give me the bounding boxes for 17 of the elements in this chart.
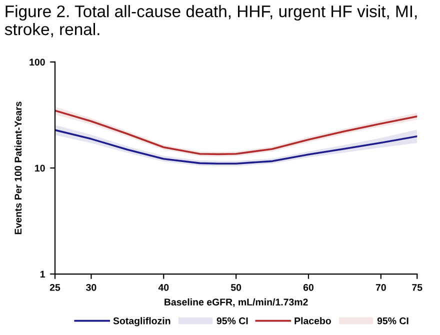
- text: 95% CI: [377, 317, 408, 324]
- y-tick-label: 1: [40, 270, 46, 278]
- x-tick-label: 70: [376, 284, 386, 291]
- x-axis-title: Baseline eGFR, mL/min/1.73m2: [164, 298, 308, 307]
- text: 95% CI: [216, 317, 248, 324]
- y-axis-title: Events Per 100 Patient-Years: [14, 102, 22, 234]
- y-tick-label: 10: [35, 164, 45, 172]
- legend-label: Placebo: [294, 317, 331, 324]
- x-tick-label: 30: [86, 284, 96, 291]
- x-tick-label: 25: [50, 284, 60, 291]
- legend-label: Sotagliflozin: [113, 317, 170, 326]
- x-tick-label: 50: [230, 284, 242, 291]
- x-tick-label: 40: [158, 284, 169, 291]
- x-tick-label: 60: [303, 284, 314, 291]
- y-tick-label: 100: [30, 58, 45, 66]
- chart-title: Figure 2. Total all-cause death, HHF, urgent HF visit, MI, stroke, renal.: [4, 5, 417, 38]
- x-tick-label: 75: [412, 284, 422, 291]
